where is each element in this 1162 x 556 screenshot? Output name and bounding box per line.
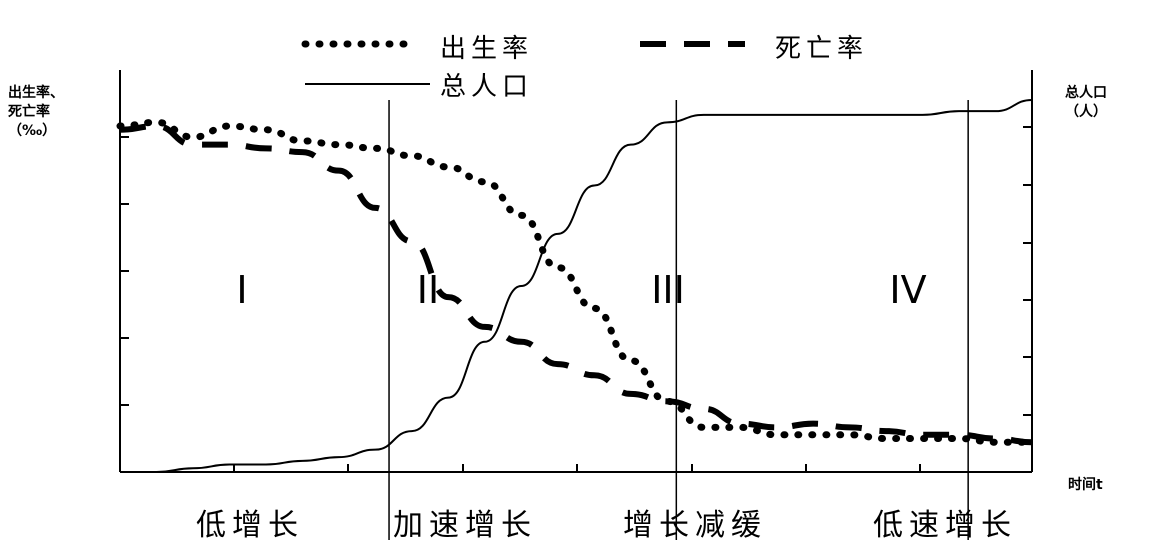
axes: [119, 70, 1033, 473]
series-line-death-rate: [119, 123, 1033, 446]
stage-numeral-4: IV: [889, 268, 927, 312]
series-lines: [116, 99, 1036, 473]
series-line-total-population: [120, 99, 1033, 473]
series-line-birth-rate: [116, 118, 1036, 446]
stage-numeral-2: II: [416, 268, 440, 312]
legend-label-death-rate: 死亡率: [775, 34, 869, 64]
stage-name-2: 加速增长: [393, 508, 537, 543]
left-axis-title-line1: 出生率、: [8, 85, 64, 101]
left-axis-title-line3: （‰）: [8, 123, 57, 139]
x-axis-title: 时间t: [1068, 477, 1103, 493]
legend-label-total-population: 总人口: [440, 72, 534, 102]
stage-numeral-3: III: [651, 268, 685, 312]
stage-name-3: 增长减缓: [623, 508, 767, 543]
right-axis-title-line1: 总人口: [1065, 85, 1107, 101]
stage-dividers: [388, 100, 969, 540]
right-axis-title: 总人口 （人）: [1065, 84, 1107, 122]
legend-label-birth-rate: 出生率: [440, 34, 534, 64]
right-axis-title-line2: （人）: [1065, 104, 1107, 120]
legend: [301, 40, 745, 85]
stage-numeral-1: I: [236, 268, 248, 312]
left-axis-title-line2: 死亡率: [8, 104, 50, 120]
stage-name-4: 低速增长: [873, 508, 1017, 543]
stage-name-1: 低增长: [196, 508, 304, 543]
left-axis-title: 出生率、 死亡率 （‰）: [8, 84, 64, 141]
